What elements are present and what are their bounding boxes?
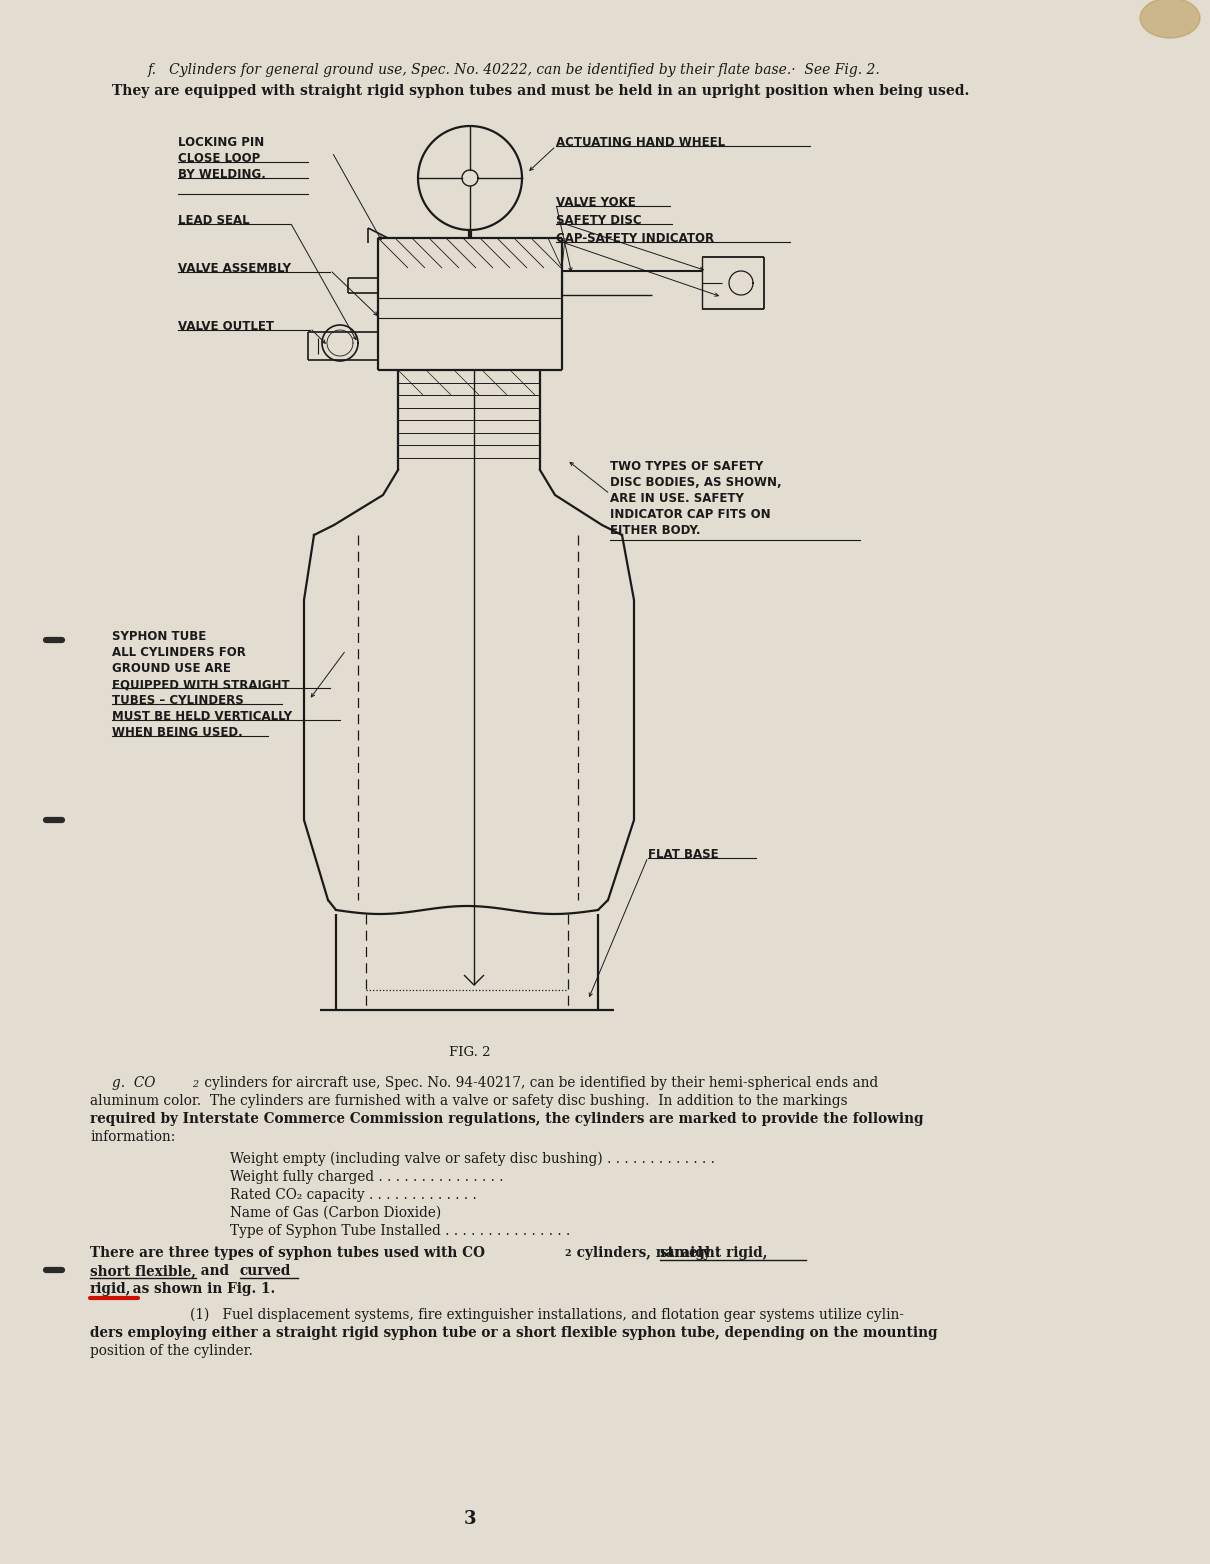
Text: Weight empty (including valve or safety disc bushing) . . . . . . . . . . . . .: Weight empty (including valve or safety …	[230, 1153, 715, 1167]
Text: information:: information:	[90, 1131, 175, 1143]
Ellipse shape	[1140, 0, 1200, 38]
Text: ACTUATING HAND WHEEL: ACTUATING HAND WHEEL	[557, 136, 725, 149]
Text: cylinders for aircraft use, Spec. No. 94-40217, can be identified by their hemi-: cylinders for aircraft use, Spec. No. 94…	[200, 1076, 878, 1090]
Text: DISC BODIES, AS SHOWN,: DISC BODIES, AS SHOWN,	[610, 475, 782, 490]
Text: g.  CO: g. CO	[113, 1076, 155, 1090]
Text: CLOSE LOOP: CLOSE LOOP	[178, 152, 260, 164]
Text: SAFETY DISC: SAFETY DISC	[557, 214, 641, 227]
Text: Type of Syphon Tube Installed . . . . . . . . . . . . . . .: Type of Syphon Tube Installed . . . . . …	[230, 1225, 570, 1239]
Text: as shown in Fig. 1.: as shown in Fig. 1.	[128, 1282, 275, 1297]
Text: 2: 2	[564, 1250, 571, 1257]
Text: ders employing either a straight rigid syphon tube or a short flexible syphon tu: ders employing either a straight rigid s…	[90, 1326, 938, 1340]
Text: LEAD SEAL: LEAD SEAL	[178, 214, 249, 227]
Text: EQUIPPED WITH STRAIGHT: EQUIPPED WITH STRAIGHT	[113, 679, 289, 691]
Text: Rated CO₂ capacity . . . . . . . . . . . . .: Rated CO₂ capacity . . . . . . . . . . .…	[230, 1189, 477, 1203]
Text: ALL CYLINDERS FOR: ALL CYLINDERS FOR	[113, 646, 246, 658]
Text: Name of Gas (Carbon Dioxide): Name of Gas (Carbon Dioxide)	[230, 1206, 442, 1220]
Text: cylinders, namely :: cylinders, namely :	[572, 1247, 725, 1261]
Text: VALVE ASSEMBLY: VALVE ASSEMBLY	[178, 263, 290, 275]
Text: TWO TYPES OF SAFETY: TWO TYPES OF SAFETY	[610, 460, 764, 472]
Text: LOCKING PIN: LOCKING PIN	[178, 136, 264, 149]
Text: SYPHON TUBE: SYPHON TUBE	[113, 630, 206, 643]
Text: short flexible,: short flexible,	[90, 1264, 196, 1278]
Text: VALVE YOKE: VALVE YOKE	[557, 196, 635, 210]
Text: FLAT BASE: FLAT BASE	[649, 848, 719, 862]
Text: Weight fully charged . . . . . . . . . . . . . . .: Weight fully charged . . . . . . . . . .…	[230, 1170, 503, 1184]
Text: straight rigid,: straight rigid,	[659, 1247, 767, 1261]
Text: required by Interstate Commerce Commission regulations, the cylinders are marked: required by Interstate Commerce Commissi…	[90, 1112, 923, 1126]
Text: MUST BE HELD VERTICALLY: MUST BE HELD VERTICALLY	[113, 710, 292, 723]
Text: GROUND USE ARE: GROUND USE ARE	[113, 662, 231, 676]
Text: FIG. 2: FIG. 2	[449, 1046, 491, 1059]
Text: (1)   Fuel displacement systems, fire extinguisher installations, and flotation : (1) Fuel displacement systems, fire exti…	[190, 1308, 904, 1323]
Text: and: and	[196, 1264, 234, 1278]
Text: position of the cylinder.: position of the cylinder.	[90, 1343, 253, 1358]
Text: VALVE OUTLET: VALVE OUTLET	[178, 321, 273, 333]
Text: f.   Cylinders for general ground use, Spec. No. 40222, can be identified by the: f. Cylinders for general ground use, Spe…	[148, 63, 881, 77]
Text: 3: 3	[463, 1509, 477, 1528]
Text: aluminum color.  The cylinders are furnished with a valve or safety disc bushing: aluminum color. The cylinders are furnis…	[90, 1093, 848, 1107]
Text: 2: 2	[192, 1081, 198, 1089]
Text: WHEN BEING USED.: WHEN BEING USED.	[113, 726, 243, 740]
Text: CAP-SAFETY INDICATOR: CAP-SAFETY INDICATOR	[557, 231, 714, 246]
Text: They are equipped with straight rigid syphon tubes and must be held in an uprigh: They are equipped with straight rigid sy…	[113, 84, 969, 99]
Text: BY WELDING.: BY WELDING.	[178, 167, 266, 181]
Text: rigid,: rigid,	[90, 1282, 132, 1297]
Text: curved: curved	[240, 1264, 292, 1278]
Text: ARE IN USE. SAFETY: ARE IN USE. SAFETY	[610, 493, 744, 505]
Text: EITHER BODY.: EITHER BODY.	[610, 524, 701, 536]
Text: TUBES – CYLINDERS: TUBES – CYLINDERS	[113, 694, 243, 707]
Text: INDICATOR CAP FITS ON: INDICATOR CAP FITS ON	[610, 508, 771, 521]
Text: There are three types of syphon tubes used with CO: There are three types of syphon tubes us…	[90, 1247, 485, 1261]
